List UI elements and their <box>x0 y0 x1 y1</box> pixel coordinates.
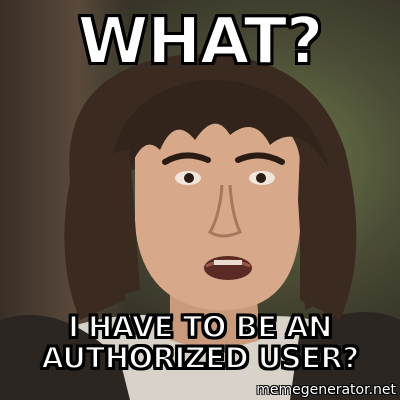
top-caption: WHAT? <box>77 5 325 79</box>
jacket-left <box>0 315 130 400</box>
hair-side-right <box>298 150 340 310</box>
jacket-right <box>290 312 400 400</box>
eyebrow-left <box>162 152 211 165</box>
hair-fringe <box>110 79 330 185</box>
hair-side-left <box>95 150 140 294</box>
nose <box>207 184 243 238</box>
eyebrow-right <box>235 152 285 165</box>
watermark: memegenerator.net <box>256 382 396 398</box>
bottom-caption: I HAVE TO BE AN AUTHORIZED USER? <box>40 310 360 376</box>
